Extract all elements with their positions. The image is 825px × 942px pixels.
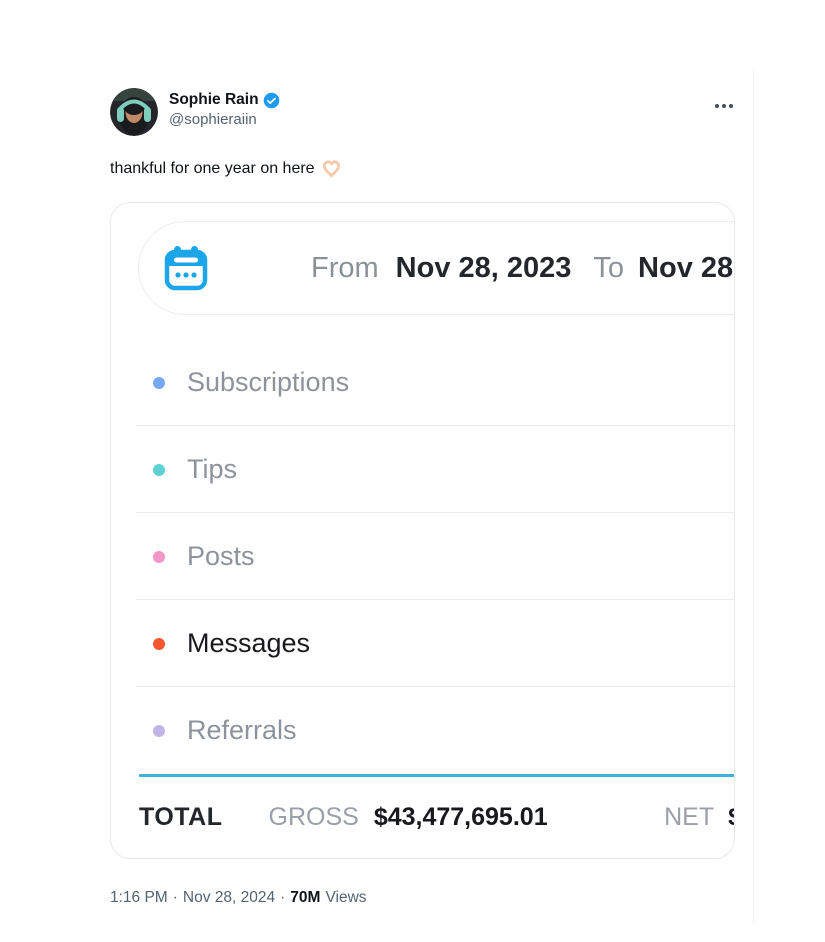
total-label: TOTAL: [139, 802, 223, 831]
from-date[interactable]: Nov 28, 2023: [395, 251, 572, 284]
views-label: Views: [325, 889, 367, 906]
row-label: Messages: [187, 628, 311, 658]
time: 1:16 PM: [110, 889, 168, 906]
row-posts[interactable]: Posts: [111, 513, 734, 600]
row-label: Tips: [187, 454, 238, 484]
row-label: Subscriptions: [187, 367, 350, 397]
earnings-statement-card: From Nov 28, 2023 To Nov 28, Subscriptio…: [110, 202, 735, 859]
tips-dot-icon: [153, 463, 165, 476]
row-tips[interactable]: Tips: [111, 426, 734, 513]
row-label: Referrals: [187, 715, 297, 745]
tweet-text: thankful for one year on here: [110, 159, 737, 178]
earnings-rows: Subscriptions Tips Posts Messages Referr…: [111, 339, 734, 774]
views-count: 70M: [290, 889, 321, 906]
date-range-text: From Nov 28, 2023 To Nov 28,: [311, 251, 735, 285]
net-value: $: [728, 803, 734, 832]
total-divider: [139, 774, 734, 777]
more-options-button[interactable]: [711, 100, 737, 112]
column-divider: [753, 70, 754, 925]
author-handle[interactable]: @sophieraiin: [169, 111, 257, 128]
from-label: From: [311, 251, 379, 284]
net-label: NET: [664, 802, 715, 831]
row-messages[interactable]: Messages: [111, 600, 734, 687]
date-range-picker[interactable]: From Nov 28, 2023 To Nov 28,: [138, 221, 735, 315]
avatar[interactable]: [110, 88, 158, 136]
row-referrals[interactable]: Referrals: [111, 687, 734, 774]
tweet-header: Sophie Rain @sophieraiin: [110, 88, 737, 136]
gross-value: $43,477,695.01: [373, 802, 548, 831]
subscriptions-dot-icon: [153, 376, 165, 389]
author-name[interactable]: Sophie Rain: [169, 91, 259, 108]
tweet-timestamp: 1:16 PM · Nov 28, 2024 · 70M Views: [110, 889, 737, 907]
heart-hands-emoji: [322, 160, 340, 178]
messages-dot-icon: [153, 637, 165, 650]
total-row: TOTAL GROSS $43,477,695.01 NET $: [111, 777, 734, 857]
author-info: Sophie Rain @sophieraiin: [169, 88, 280, 128]
to-date[interactable]: Nov 28,: [638, 251, 735, 284]
to-label: To: [593, 251, 625, 284]
tweet: Sophie Rain @sophieraiin thankful for on…: [110, 88, 737, 907]
dot-separator: ·: [172, 889, 178, 906]
gross-label: GROSS: [268, 802, 359, 831]
dot-separator: ·: [280, 889, 286, 906]
calendar-icon: [164, 246, 208, 291]
more-horizontal-icon: [715, 104, 719, 108]
tweet-text-content: thankful for one year on here: [110, 159, 315, 177]
row-label: Posts: [187, 541, 255, 571]
verified-badge-icon: [263, 92, 279, 108]
row-subscriptions[interactable]: Subscriptions: [111, 339, 734, 426]
posts-dot-icon: [153, 550, 165, 563]
avatar-image: [110, 88, 158, 136]
date: Nov 28, 2024: [182, 889, 276, 906]
referrals-dot-icon: [153, 724, 165, 737]
